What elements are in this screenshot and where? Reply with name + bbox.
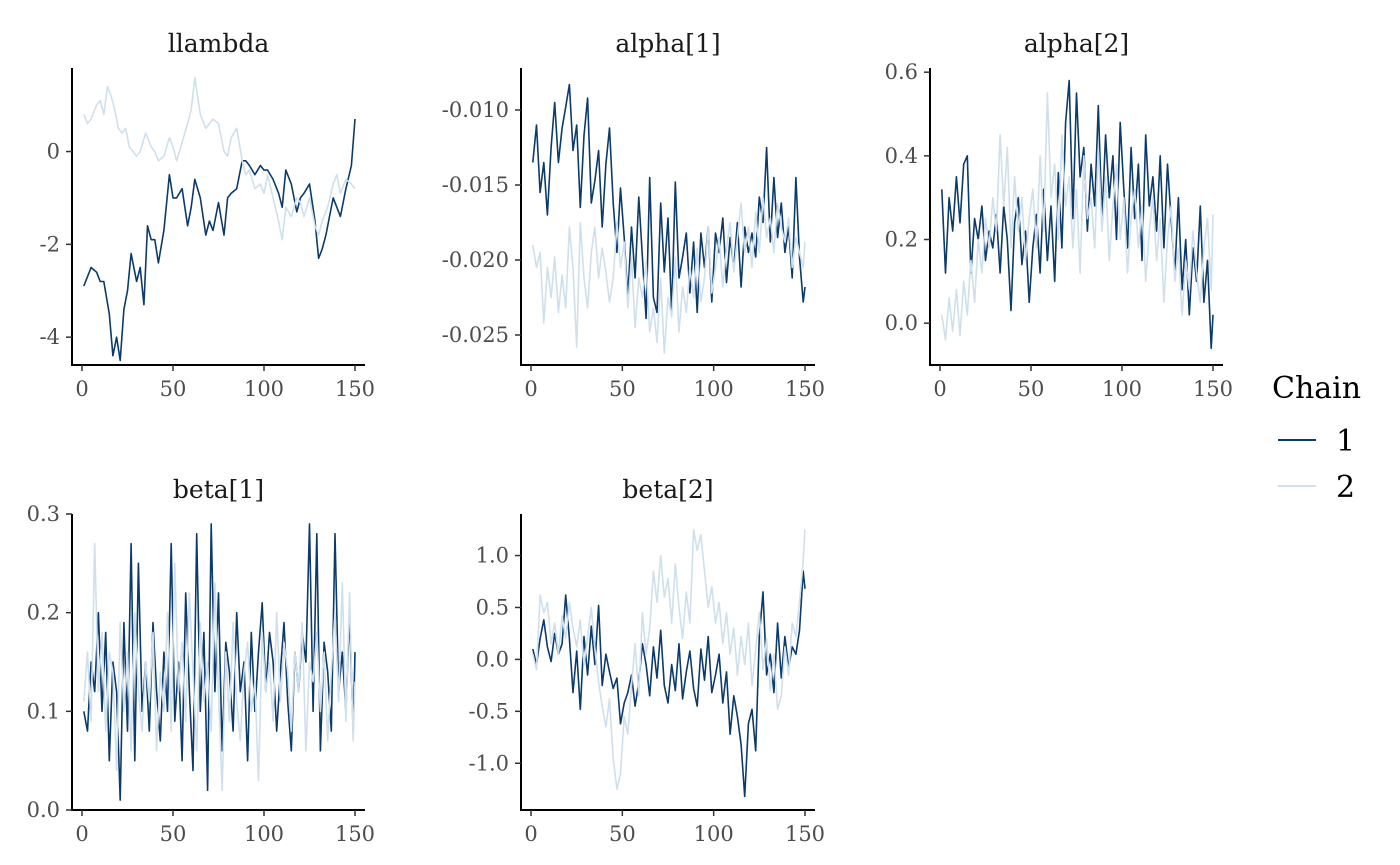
- y-tick-label: 0.1: [27, 699, 60, 723]
- x-tick-label: 100: [244, 377, 284, 401]
- series-line-chain-1: [83, 523, 356, 801]
- x-tick-label: 150: [1193, 377, 1233, 401]
- legend-label-chain-2: 2: [1336, 470, 1355, 505]
- x-tick-label: 50: [1018, 377, 1045, 401]
- panel-title: alpha[1]: [615, 29, 720, 58]
- y-tick-label: -0.025: [442, 323, 509, 347]
- y-tick-label: 1.0: [476, 544, 509, 568]
- series-line-chain-1: [83, 118, 356, 362]
- series-line-chain-2: [83, 542, 356, 792]
- x-tick-label: 100: [694, 822, 734, 846]
- x-tick-label: 100: [1102, 377, 1142, 401]
- y-tick-label: -4: [40, 325, 60, 349]
- y-tick-label: 0.0: [27, 798, 60, 822]
- panel-4: beta[1] 0 50 100 150 0.0 0.1 0.2 0.3: [27, 475, 375, 846]
- panel-2: alpha[1] 0 50 100 150 -0.025 -0.020 -0.015 -0.01…: [442, 29, 825, 401]
- series-line-chain-1: [941, 79, 1214, 350]
- y-tick-label: 0.6: [885, 60, 918, 84]
- y-tick-label: -1.0: [469, 751, 510, 775]
- x-tick-label: 150: [335, 822, 375, 846]
- x-tick-label: 50: [160, 377, 187, 401]
- series-line-chain-2: [83, 76, 356, 241]
- x-tick-label: 50: [609, 377, 636, 401]
- y-tick-label: -0.020: [442, 248, 509, 272]
- panel-1: llambda 0 50 100 150 -4 -2 0: [40, 29, 376, 401]
- x-tick-label: 150: [785, 377, 825, 401]
- panel-title: alpha[2]: [1024, 29, 1129, 58]
- y-tick-label: -2: [40, 232, 60, 256]
- legend-title: Chain: [1272, 371, 1361, 406]
- x-tick-label: 0: [75, 377, 88, 401]
- series-line-chain-1: [532, 570, 806, 798]
- x-tick-label: 50: [609, 822, 636, 846]
- y-tick-label: -0.015: [442, 173, 509, 197]
- x-tick-label: 100: [244, 822, 284, 846]
- y-tick-label: 0.0: [885, 311, 918, 335]
- series-line-chain-2: [532, 196, 806, 354]
- y-tick-label: 0.5: [476, 595, 509, 619]
- panel-title: beta[2]: [622, 475, 713, 504]
- series-line-chain-2: [941, 92, 1214, 341]
- y-tick-label: -0.5: [469, 699, 510, 723]
- x-tick-label: 50: [160, 822, 187, 846]
- series-line-chain-2: [532, 528, 806, 791]
- panel-3: alpha[2] 0 50 100 150 0.0 0.2 0.4 0.6: [885, 29, 1233, 401]
- legend: Chain 1 2: [1272, 371, 1361, 505]
- legend-label-chain-1: 1: [1336, 424, 1355, 459]
- y-tick-label: 0.3: [27, 502, 60, 526]
- x-tick-label: 150: [335, 377, 375, 401]
- x-tick-label: 0: [75, 822, 88, 846]
- y-tick-label: 0.0: [476, 647, 509, 671]
- x-tick-label: 150: [785, 822, 825, 846]
- y-tick-label: 0.2: [885, 228, 918, 252]
- x-tick-label: 0: [524, 377, 537, 401]
- x-tick-label: 100: [694, 377, 734, 401]
- y-tick-label: 0: [47, 140, 60, 164]
- x-tick-label: 0: [933, 377, 946, 401]
- series-line-chain-1: [532, 83, 806, 320]
- y-tick-label: -0.010: [442, 98, 509, 122]
- panel-title: llambda: [168, 29, 270, 58]
- panel-title: beta[1]: [173, 475, 264, 504]
- y-tick-label: 0.2: [27, 601, 60, 625]
- panel-5: beta[2] 0 50 100 150 -1.0 -0.5 0.0 0.5 1.0: [469, 475, 826, 846]
- y-tick-label: 0.4: [885, 144, 918, 168]
- x-tick-label: 0: [524, 822, 537, 846]
